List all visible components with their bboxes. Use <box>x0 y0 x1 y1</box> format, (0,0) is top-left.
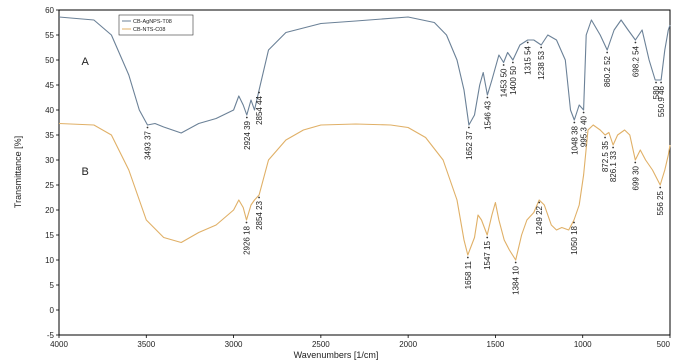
peak-label: 550.9 46 <box>657 85 666 117</box>
peak-marker <box>486 96 489 99</box>
peak-marker <box>634 41 637 44</box>
peak-label: 2926 18 <box>243 225 252 254</box>
y-axis-title: Transmittance [%] <box>13 136 23 208</box>
peak-marker <box>514 261 517 264</box>
peak-label: 1547 15 <box>483 240 492 269</box>
y-tick-label: 25 <box>45 181 54 190</box>
peak-label: 2924 39 <box>243 120 252 149</box>
peak-marker <box>467 126 470 129</box>
x-axis-title: Wavenumbers [1/cm] <box>294 350 379 360</box>
series-label-b: B <box>82 166 89 178</box>
x-tick-label: 2500 <box>312 340 330 349</box>
y-tick-label: 40 <box>45 106 54 115</box>
peak-marker <box>540 46 543 49</box>
peak-marker <box>245 116 248 119</box>
peak-marker <box>245 221 248 224</box>
plot-frame <box>58 9 671 336</box>
y-tick-label: -5 <box>47 331 55 340</box>
peak-label: 1652 37 <box>465 130 474 159</box>
peak-label: 826.1 33 <box>609 150 618 182</box>
legend: CB-AgNPS-T08 CB-NTS-C08 <box>118 14 194 36</box>
peak-marker <box>573 221 575 224</box>
series-label-a: A <box>82 56 90 68</box>
y-tick-label: 0 <box>50 306 55 315</box>
peak-label: 698.2 54 <box>631 45 640 77</box>
peak-marker <box>604 136 606 139</box>
peak-label: 580 <box>652 85 661 99</box>
peak-label: 2854 44 <box>255 95 264 124</box>
y-tick-label: 55 <box>45 31 54 40</box>
peak-label: 995.3 40 <box>580 115 589 147</box>
y-tick-label: 30 <box>45 156 54 165</box>
peak-label: 1238 53 <box>537 50 546 79</box>
peak-marker <box>634 161 637 164</box>
peak-label: 1400 50 <box>509 65 518 94</box>
peak-marker <box>538 201 541 204</box>
y-tick-label: 45 <box>45 81 54 90</box>
y-tick-label: 50 <box>45 56 54 65</box>
series-line-b <box>58 122 671 261</box>
peak-label: 1315 54 <box>524 45 533 74</box>
x-tick-label: 3500 <box>137 340 155 349</box>
peak-marker <box>466 256 469 259</box>
series-layer <box>58 16 671 261</box>
x-tick-label: 1000 <box>574 340 592 349</box>
peak-label: 699 30 <box>631 165 640 190</box>
peak-label: 872.5 35 <box>601 140 610 172</box>
peak-label: 860.2 52 <box>603 55 612 87</box>
series-label-layer: AB <box>82 56 90 178</box>
peak-marker <box>258 196 260 199</box>
peak-label: 1453 50 <box>500 68 509 97</box>
peak-marker <box>655 81 657 84</box>
series-line-a <box>58 16 671 134</box>
peak-label: 1546 43 <box>483 100 492 129</box>
y-tick-label: 35 <box>45 131 54 140</box>
peak-marker <box>573 121 576 124</box>
x-tick-label: 2000 <box>399 340 417 349</box>
peak-marker <box>660 81 662 84</box>
peak-label: 556 25 <box>656 190 665 215</box>
peak-marker <box>606 51 609 54</box>
x-tick-label: 3000 <box>225 340 243 349</box>
peak-marker <box>502 64 505 66</box>
peak-marker <box>511 61 514 64</box>
y-tick-label: 5 <box>50 281 55 290</box>
peak-marker <box>612 146 614 149</box>
peak-label: 1658 11 <box>464 260 473 289</box>
x-tick-label: 500 <box>657 340 671 349</box>
peak-marker <box>258 91 260 94</box>
x-tick-label: 4000 <box>50 340 68 349</box>
legend-box <box>118 14 194 36</box>
y-tick-label: 20 <box>45 206 54 215</box>
peak-label: 1249 22 <box>535 205 544 234</box>
legend-label-a: CB-AgNPS-T08 <box>133 19 172 25</box>
peak-marker <box>582 111 585 114</box>
peak-marker <box>526 41 529 44</box>
x-tick-label: 1500 <box>487 340 505 349</box>
peak-label: 1048 38 <box>570 125 579 154</box>
y-axis: -5 0 5 10 15 20 25 30 35 40 45 50 55 60 <box>45 6 59 340</box>
y-tick-label: 10 <box>45 256 54 265</box>
peak-marker <box>486 236 489 239</box>
peak-label: 3493 37 <box>144 130 153 159</box>
peak-label: 1050 18 <box>570 225 579 254</box>
peak-label: 2854 23 <box>255 200 264 229</box>
x-axis: 4000 3500 3000 2500 2000 1500 1000 500 <box>50 335 671 349</box>
peak-marker <box>659 186 662 189</box>
peak-label: 1384 10 <box>512 265 521 294</box>
legend-label-b: CB-NTS-C08 <box>133 27 165 33</box>
peak-marker <box>146 126 149 129</box>
y-tick-label: 15 <box>45 231 54 240</box>
y-tick-label: 60 <box>45 6 54 15</box>
